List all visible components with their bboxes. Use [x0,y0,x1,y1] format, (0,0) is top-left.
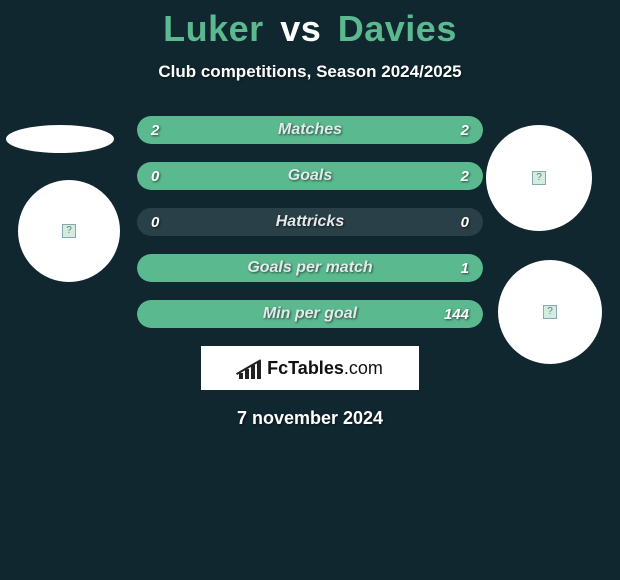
stat-row: Goals per match1 [137,254,483,282]
logo-chart-icon [237,357,263,379]
vs-text: vs [280,8,321,49]
stat-value-left: 0 [151,162,159,190]
left-avatar-shadow [6,125,114,153]
stat-value-left: 2 [151,116,159,144]
left-player-avatar: ? [18,180,120,282]
stat-row: Goals0 2 [137,162,483,190]
player2-name: Davies [338,8,457,49]
stat-row: Matches2 2 [137,116,483,144]
player1-name: Luker [163,8,264,49]
right-player-avatar-2: ? [498,260,602,364]
image-placeholder-icon: ? [62,224,76,238]
stat-label: Goals [137,162,483,190]
stat-value-left: 0 [151,208,159,236]
stat-value-right: 2 [461,162,469,190]
subtitle: Club competitions, Season 2024/2025 [0,62,620,82]
stat-value-right: 1 [461,254,469,282]
date-text: 7 november 2024 [0,408,620,429]
image-placeholder-icon: ? [543,305,557,319]
stats-area: ? ? ? Matches22Goals02Hattricks00Goals p… [0,116,620,328]
stat-label: Min per goal [137,300,483,328]
right-player-avatar-1: ? [486,125,592,231]
stat-row: Hattricks0 0 [137,208,483,236]
stat-value-right: 2 [461,116,469,144]
comparison-title: Luker vs Davies [0,0,620,50]
stat-value-right: 144 [444,300,469,328]
logo-text: FcTables.com [267,358,383,379]
stat-value-right: 0 [461,208,469,236]
stat-row: Min per goal144 [137,300,483,328]
stat-label: Hattricks [137,208,483,236]
stat-label: Goals per match [137,254,483,282]
fctables-logo: FcTables.com [201,346,419,390]
stat-label: Matches [137,116,483,144]
image-placeholder-icon: ? [532,171,546,185]
